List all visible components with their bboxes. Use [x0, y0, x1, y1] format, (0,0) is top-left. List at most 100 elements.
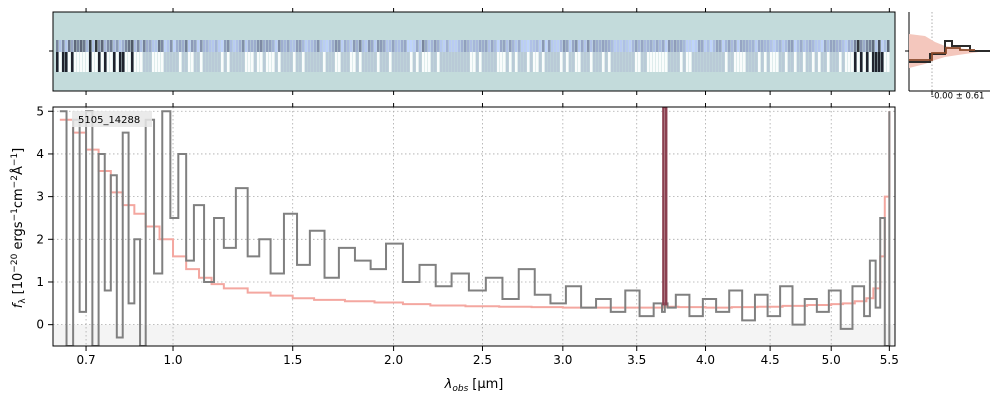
y-label-sub: λ [18, 298, 28, 304]
y-tick-label-5: 5 [36, 104, 44, 118]
x-tick-label-10: 5.5 [880, 353, 899, 367]
spectrum-2d-pixel [509, 40, 512, 52]
spectrum-2d-pixel [107, 40, 110, 52]
spectrum-2d-pixel [650, 52, 653, 72]
spectrum-2d-pixel [446, 40, 449, 52]
spectrum-2d-pixel [92, 40, 95, 52]
spectrum-2d-pixel [272, 40, 275, 52]
spectrum-2d-pixel [344, 52, 347, 72]
spectrum-2d-pixel [578, 40, 581, 52]
spectrum-2d-pixel [296, 52, 299, 72]
spectrum-2d-pixel [716, 52, 719, 72]
spectrum-2d-pixel [152, 40, 155, 52]
spectrum-2d-pixel [212, 52, 215, 72]
spectrum-2d-pixel [224, 52, 227, 72]
spectrum-2d-pixel [149, 52, 152, 72]
spectrum-2d-pixel [95, 52, 98, 72]
spectrum-2d-pixel [542, 40, 545, 52]
spectrum-2d-pixel [122, 52, 125, 72]
spectrum-2d-pixel [188, 40, 191, 52]
spectrum-2d-pixel [140, 52, 143, 72]
spectrum-2d-pixel [467, 52, 470, 72]
spectrum-2d-pixel [788, 40, 791, 52]
spectrum-2d-pixel [206, 40, 209, 52]
spectrum-2d-pixel [368, 52, 371, 72]
spectrum-2d-pixel [671, 40, 674, 52]
spectrum-2d-pixel [698, 52, 701, 72]
spectrum-2d-pixel [344, 40, 347, 52]
spectrum-2d-pixel [473, 52, 476, 72]
spectrum-2d-pixel [707, 52, 710, 72]
spectrum-2d-pixel [350, 52, 353, 72]
spectrum-2d-pixel [671, 52, 674, 72]
spectrum-2d-pixel [827, 52, 830, 72]
spectrum-2d-pixel [77, 52, 80, 72]
spectrum-2d-pixel [692, 52, 695, 72]
spectrum-2d-pixel [530, 52, 533, 72]
spectrum-2d-pixel [185, 40, 188, 52]
spectrum-2d-pixel [209, 52, 212, 72]
spectrum-2d-pixel [332, 52, 335, 72]
spectrum-2d-pixel [722, 52, 725, 72]
spectrum-2d-pixel [341, 52, 344, 72]
spectrum-2d-pixel [878, 52, 881, 72]
spectrum-2d-pixel [782, 40, 785, 52]
spectrum-2d-pixel [779, 52, 782, 72]
spectrum-2d-pixel [161, 40, 164, 52]
spectrum-2d-pixel [692, 40, 695, 52]
spectrum-2d-pixel [446, 52, 449, 72]
spectrum-2d-pixel [575, 40, 578, 52]
spectrum-2d-pixel [623, 52, 626, 72]
spectrum-2d-pixel [188, 52, 191, 72]
spectrum-2d-pixel [818, 52, 821, 72]
spectrum-2d-pixel [122, 40, 125, 52]
spectrum-2d-pixel [518, 40, 521, 52]
spectrum-2d-pixel [764, 40, 767, 52]
spectrum-2d-pixel [839, 52, 842, 72]
spectrum-2d-pixel [635, 52, 638, 72]
spectrum-2d-pixel [869, 52, 872, 72]
spectrum-2d-pixel [680, 52, 683, 72]
spectrum-2d-pixel [833, 52, 836, 72]
spectrum-2d-pixel [842, 40, 845, 52]
spectrum-2d-pixel [830, 40, 833, 52]
spectrum-2d-image [56, 40, 890, 72]
spectrum-2d-pixel [497, 52, 500, 72]
spectrum-2d-pixel [626, 52, 629, 72]
spectrum-2d-pixel [683, 52, 686, 72]
spectrum-2d-pixel [302, 52, 305, 72]
spectrum-2d-pixel [848, 52, 851, 72]
spectrum-2d-pixel [464, 40, 467, 52]
spectrum-2d-pixel [860, 52, 863, 72]
spectrum-2d-pixel [374, 52, 377, 72]
spectrum-2d-pixel [674, 40, 677, 52]
spectrum-2d-pixel [323, 40, 326, 52]
spectrum-2d-pixel [704, 40, 707, 52]
spectrum-2d-pixel [449, 52, 452, 72]
spectrum-2d-pixel [245, 40, 248, 52]
zero-shading [53, 324, 895, 346]
spectrum-2d-pixel [677, 40, 680, 52]
spectrum-2d-pixel [428, 40, 431, 52]
spectrum-2d-pixel [311, 40, 314, 52]
y-tick-label-1: 1 [36, 275, 44, 289]
spectrum-2d-ticks [49, 8, 890, 95]
spectrum-2d-pixel [299, 40, 302, 52]
spectrum-2d-pixel [710, 40, 713, 52]
spectrum-2d-pixel [749, 40, 752, 52]
histogram-step-brown [909, 47, 975, 61]
spectrum-2d-pixel [227, 40, 230, 52]
spectrum-2d-pixel [593, 52, 596, 72]
spectrum-2d-pixel [506, 40, 509, 52]
spectrum-2d-pixel [404, 40, 407, 52]
spectrum-2d-pixel [74, 40, 77, 52]
spectrum-2d-pixel [431, 40, 434, 52]
spectrum-2d-pixel [149, 40, 152, 52]
spectrum-2d-pixel [221, 40, 224, 52]
spectrum-2d-pixel [434, 40, 437, 52]
spectrum-2d-pixel [581, 52, 584, 72]
spectrum-2d-pixel [830, 52, 833, 72]
spectrum-2d-pixel [656, 40, 659, 52]
spectrum-2d-pixel [236, 52, 239, 72]
